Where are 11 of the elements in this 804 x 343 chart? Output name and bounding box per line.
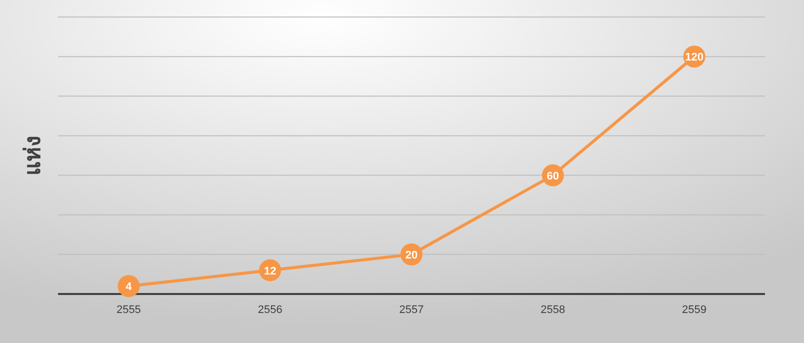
data-label: 20 <box>405 249 418 262</box>
data-label: 120 <box>685 52 704 64</box>
x-tick-label: 2559 <box>682 304 707 316</box>
x-tick-label: 2556 <box>258 304 282 316</box>
data-label: 12 <box>264 265 276 278</box>
x-tick-label: 2555 <box>116 304 141 316</box>
data-label: 60 <box>546 170 560 182</box>
x-tick-label: 2558 <box>540 304 566 316</box>
data-label: 4 <box>126 281 133 294</box>
x-tick-label: 2557 <box>399 304 424 316</box>
y-axis-title: แห่ง <box>20 136 45 176</box>
